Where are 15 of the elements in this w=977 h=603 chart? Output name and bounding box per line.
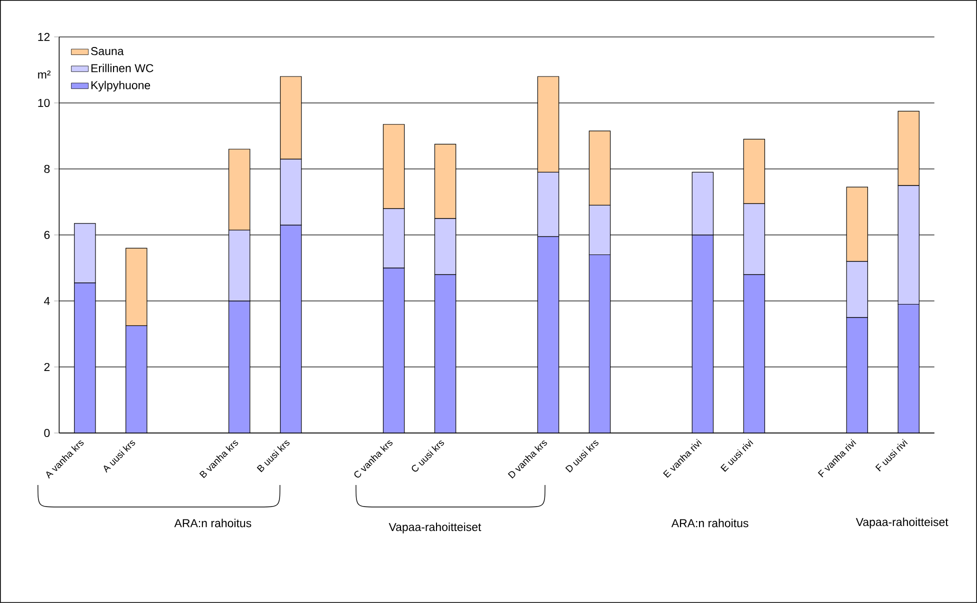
y-tick-label: 10 [38,98,50,108]
y-tick-label: 6 [44,230,50,240]
y-axis-title: m² [38,70,51,79]
y-tick-label: 4 [44,297,50,305]
legend-label: Kylpyhuone [91,80,150,92]
text: ARA:n rahoitus [174,518,252,528]
y-tick-label: 0 [44,428,50,438]
y-tick-label: 12 [38,32,50,41]
text: Vapaa-rahoitteiset [856,518,948,528]
legend-label: Sauna [91,47,124,56]
text: ARA:n rahoitus [671,518,748,528]
y-tick-label: 2 [44,362,50,372]
y-tick-label: 8 [44,164,50,174]
text: Vapaa-rahoitteiset [388,522,482,534]
legend-label: Erillinen WC [91,64,154,72]
